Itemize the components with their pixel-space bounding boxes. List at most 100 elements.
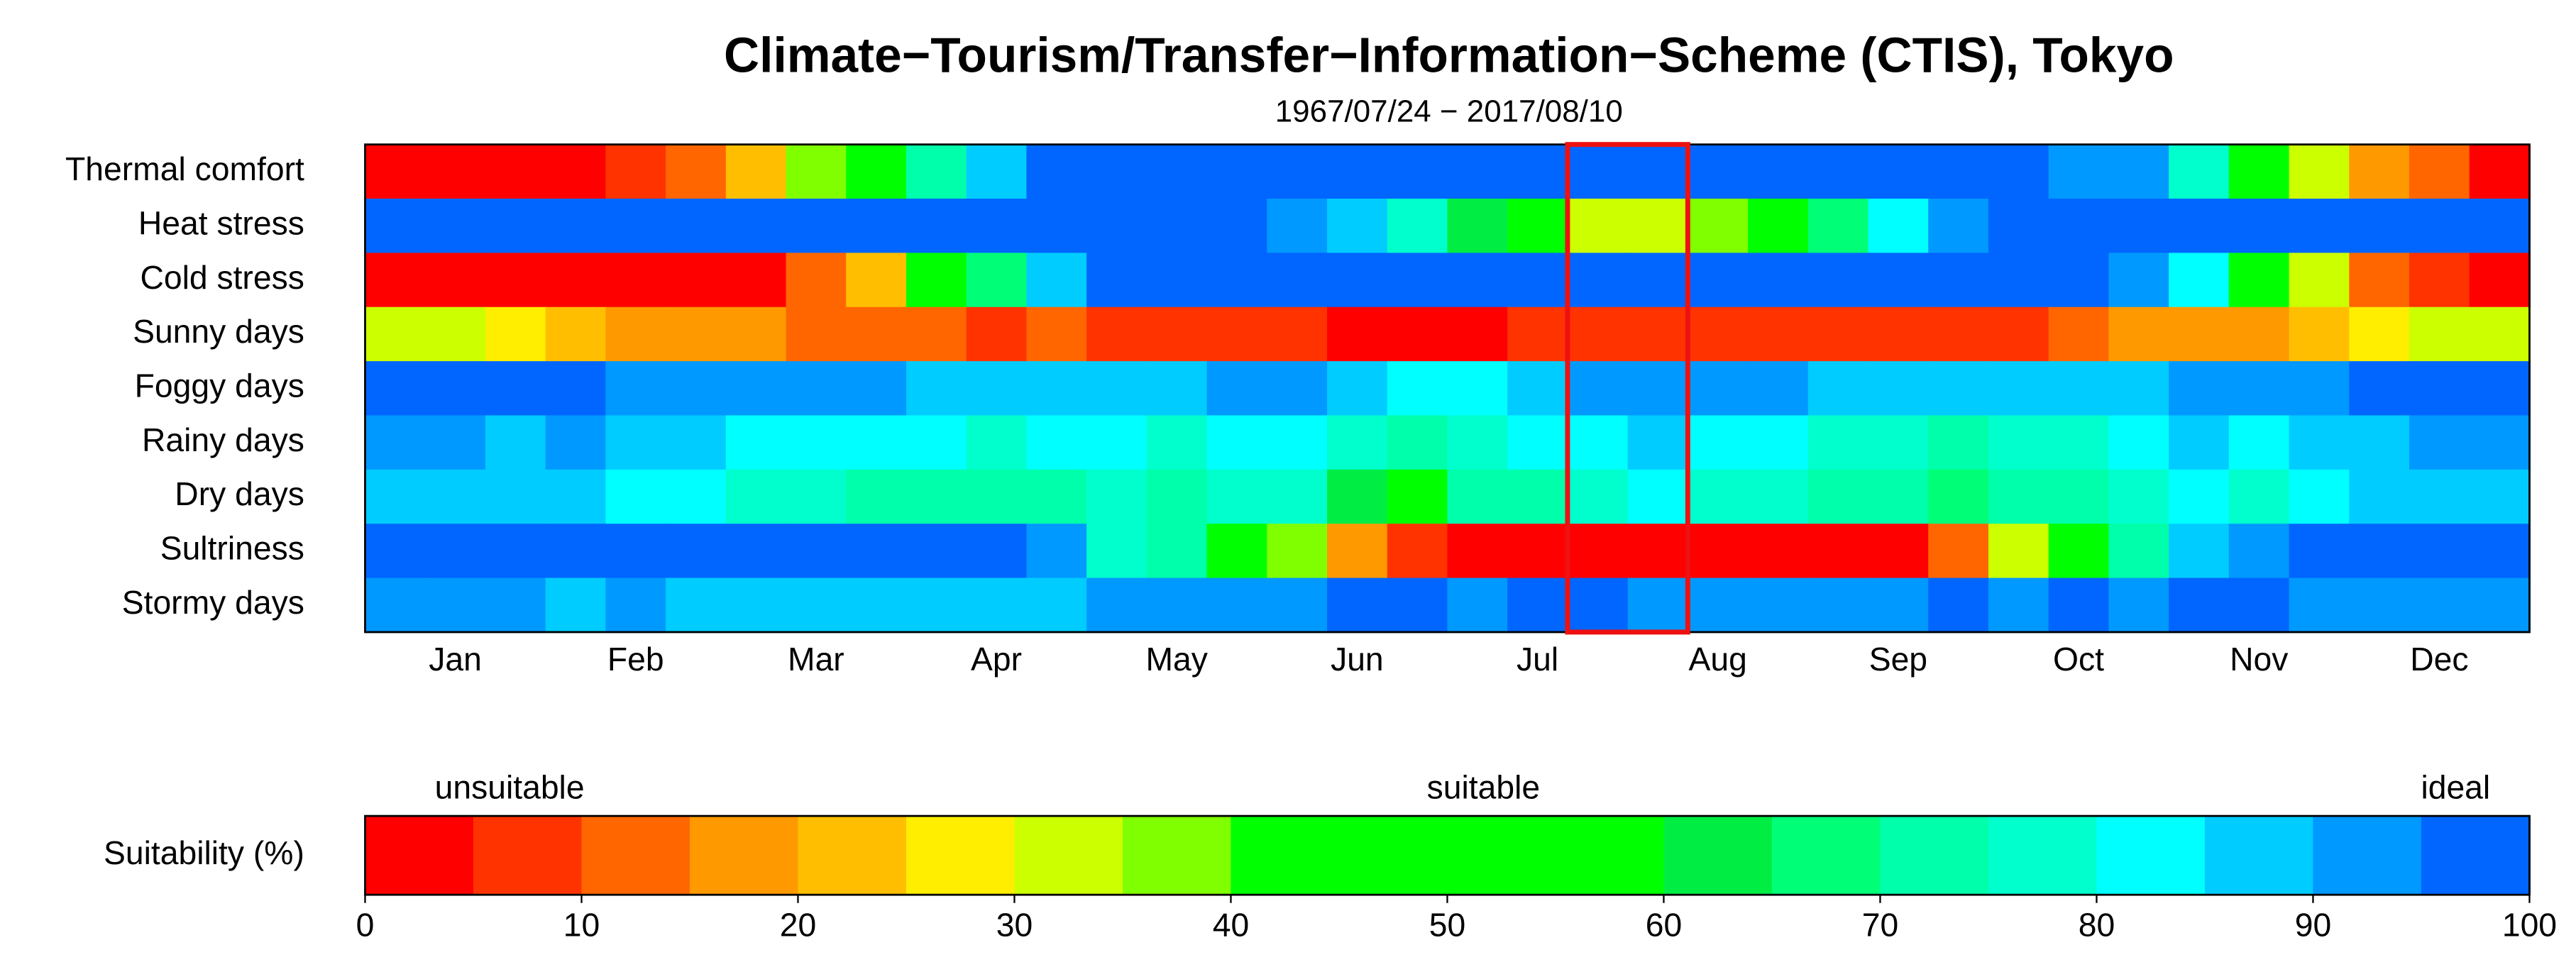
heatmap-cell [1928,253,1990,309]
x-tick-label: Sep [1869,641,1927,678]
heatmap-cell [2289,469,2350,525]
heatmap-cell [1267,144,1328,200]
heatmap-cell [2108,253,2170,309]
heatmap-cell [1567,578,1629,634]
heatmap-cell [725,578,787,634]
heatmap-cell [2169,306,2230,363]
colorbar-tick-label: 10 [563,907,600,944]
x-tick-label: Feb [607,641,664,678]
heatmap-cell [425,306,487,363]
heatmap-cell [1206,578,1268,634]
heatmap-cell [1988,253,2050,309]
heatmap-cell [1146,253,1208,309]
heatmap-cell [1026,578,1088,634]
heatmap-cell [2409,199,2471,254]
heatmap-cell [1928,144,1990,200]
colorbar-tick-label: 90 [2295,907,2331,944]
heatmap-cell [906,578,968,634]
heatmap-cell [846,306,908,363]
heatmap-cell [605,524,667,579]
heatmap-cell [846,415,908,471]
heatmap-cell [365,361,426,416]
heatmap-cell [1447,469,1509,525]
heatmap-cell [485,253,547,309]
row-label: Dry days [175,475,304,512]
colorbar-cell [689,816,799,895]
heatmap-cell [1146,578,1208,634]
heatmap-cell [1146,361,1208,416]
heatmap-cell [1447,524,1509,579]
heatmap-cell [365,469,426,525]
heatmap-cell [1868,578,1930,634]
heatmap-cell [2409,524,2471,579]
heatmap-cell [1086,415,1148,471]
heatmap-cell [966,361,1028,416]
heatmap-cell [1327,306,1389,363]
heatmap-cell [966,415,1028,471]
heatmap-cell [365,253,426,309]
heatmap-cell [1567,415,1629,471]
heatmap-cell [2048,144,2110,200]
heatmap-cell [846,199,908,254]
heatmap-cell [2349,415,2411,471]
heatmap-cell [2409,415,2471,471]
heatmap-cell [1507,469,1569,525]
heatmap-cell [1748,199,1810,254]
heatmap-cell [1507,415,1569,471]
heatmap-cell [1206,524,1268,579]
heatmap-cell [2048,306,2110,363]
colorbar-annotation: unsuitable [435,768,585,805]
heatmap-cell [365,306,426,363]
heatmap-cell [1206,361,1268,416]
heatmap-cell [2169,361,2230,416]
heatmap-cell [425,415,487,471]
heatmap-cell [1026,361,1088,416]
heatmap-cell [2469,306,2531,363]
heatmap-cell [1086,253,1148,309]
heatmap-cell [1807,469,1869,525]
colorbar-cell [1014,816,1124,895]
heatmap-cell [1988,415,2050,471]
heatmap-cell [1567,469,1629,525]
colorbar-cell [1447,816,1557,895]
heatmap-cell [2048,199,2110,254]
heatmap-cell [846,469,908,525]
heatmap-cell [1627,578,1689,634]
colorbar-tick-label: 40 [1213,907,1249,944]
heatmap-cell [786,361,847,416]
heatmap-cell [1327,253,1389,309]
heatmap-cell [1026,306,1088,363]
heatmap-cell [1748,144,1810,200]
colorbar-cell [365,816,475,895]
heatmap-cell [1688,199,1749,254]
heatmap-cell [545,199,607,254]
heatmap-cell [1206,469,1268,525]
heatmap-cell [906,524,968,579]
heatmap-cell [1627,415,1689,471]
heatmap-cell [906,361,968,416]
colorbar-cell [1231,816,1341,895]
heatmap-cell [605,415,667,471]
heatmap-cell [1026,144,1088,200]
heatmap-cell [906,469,968,525]
x-tick-label: Nov [2230,641,2288,678]
heatmap-cell [1807,361,1869,416]
heatmap-cell [1146,415,1208,471]
heatmap-cell [2169,578,2230,634]
heatmap-cell [605,469,667,525]
heatmap-cell [1327,361,1389,416]
heatmap-cell [545,578,607,634]
heatmap-cell [485,144,547,200]
heatmap-cell [1567,306,1629,363]
heatmap-cell [2108,144,2170,200]
heatmap-cell [1928,578,1990,634]
heatmap-cell [666,306,727,363]
heatmap-cell [2349,253,2411,309]
heatmap-cell [1868,415,1930,471]
heatmap-cell [1688,469,1749,525]
heatmap-cell [1086,469,1148,525]
heatmap-cell [1387,415,1448,471]
colorbar-annotation: ideal [2421,768,2490,805]
heatmap-cell [425,361,487,416]
heatmap-cell [2108,578,2170,634]
